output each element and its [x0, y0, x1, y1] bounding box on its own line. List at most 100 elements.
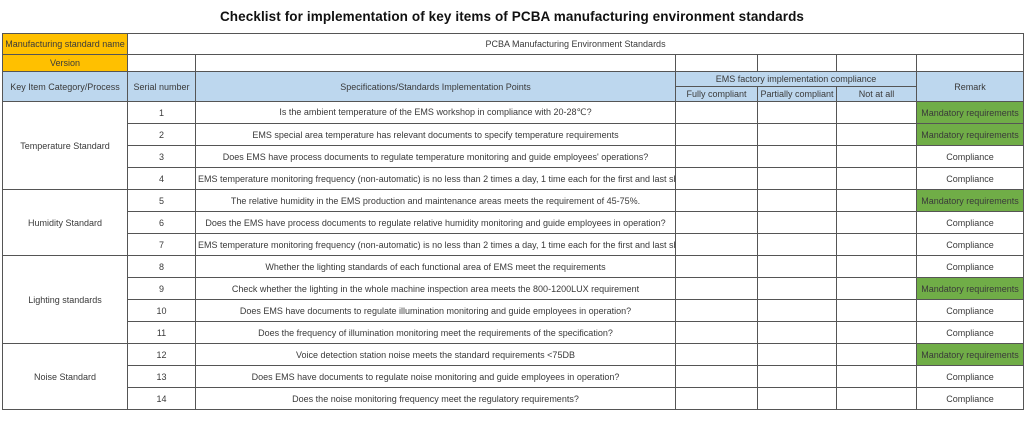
spec-cell: EMS temperature monitoring frequency (no…: [195, 167, 676, 190]
partially-compliant-cell[interactable]: [757, 299, 837, 322]
partially-compliant-cell[interactable]: [757, 365, 837, 388]
fully-compliant-cell[interactable]: [675, 101, 758, 124]
spec-cell: Does the frequency of illumination monit…: [195, 321, 676, 344]
checklist-table: Manufacturing standard name PCBA Manufac…: [2, 33, 1024, 410]
header-row-1: Key Item Category/Process Serial number …: [2, 71, 1024, 102]
not-at-all-cell[interactable]: [836, 167, 917, 190]
version-value-cell[interactable]: [757, 54, 837, 72]
fully-compliant-cell[interactable]: [675, 189, 758, 212]
fully-compliant-cell[interactable]: [675, 167, 758, 190]
serial-cell: 11: [127, 321, 196, 344]
spec-cell: Is the ambient temperature of the EMS wo…: [195, 101, 676, 124]
partially-compliant-cell[interactable]: [757, 255, 837, 278]
partially-compliant-cell[interactable]: [757, 211, 837, 234]
serial-cell: 5: [127, 189, 196, 212]
not-at-all-cell[interactable]: [836, 101, 917, 124]
partially-compliant-cell[interactable]: [757, 233, 837, 256]
fully-compliant-cell[interactable]: [675, 145, 758, 168]
table-row: Lighting standards 8 Whether the lightin…: [2, 255, 1024, 344]
spec-cell: The relative humidity in the EMS product…: [195, 189, 676, 212]
version-label: Version: [2, 54, 128, 72]
remark-cell: Compliance: [915, 167, 1024, 190]
fully-compliant-cell[interactable]: [675, 321, 758, 344]
table-row: Noise Standard 12 Voice detection statio…: [2, 343, 1024, 410]
serial-cell: 8: [127, 255, 196, 278]
not-at-all-cell[interactable]: [836, 123, 917, 146]
version-value-cell[interactable]: [915, 54, 1024, 72]
remark-cell: Compliance: [915, 233, 1024, 256]
fully-compliant-cell[interactable]: [675, 123, 758, 146]
partially-compliant-cell[interactable]: [757, 167, 837, 190]
fully-compliant-cell[interactable]: [675, 299, 758, 322]
not-at-all-cell[interactable]: [836, 233, 917, 256]
remark-cell: Mandatory requirements: [915, 189, 1024, 212]
fully-compliant-cell[interactable]: [675, 343, 758, 366]
partially-compliant-cell[interactable]: [757, 387, 837, 410]
serial-cell: 2: [127, 123, 196, 146]
partially-compliant-cell[interactable]: [757, 189, 837, 212]
not-at-all-cell[interactable]: [836, 189, 917, 212]
standard-name-value: PCBA Manufacturing Environment Standards: [126, 33, 1024, 55]
fully-compliant-cell[interactable]: [675, 277, 758, 300]
not-at-all-cell[interactable]: [836, 387, 917, 410]
not-at-all-cell[interactable]: [836, 343, 917, 366]
not-at-all-cell[interactable]: [836, 211, 917, 234]
col-header-fully-compliant: Fully compliant: [675, 86, 758, 102]
not-at-all-cell[interactable]: [836, 255, 917, 278]
table-row: 13 Does EMS have documents to regulate n…: [3, 365, 1024, 388]
table-row: 3 Does EMS have process documents to reg…: [3, 145, 1024, 168]
not-at-all-cell[interactable]: [836, 299, 917, 322]
serial-cell: 12: [127, 343, 196, 366]
table-row: 9 Check whether the lighting in the whol…: [3, 277, 1024, 300]
version-row: Version: [2, 54, 1024, 72]
fully-compliant-cell[interactable]: [675, 387, 758, 410]
not-at-all-cell[interactable]: [836, 277, 917, 300]
spec-cell: Check whether the lighting in the whole …: [195, 277, 676, 300]
version-value-cell[interactable]: [836, 54, 917, 72]
standard-name-row: Manufacturing standard name PCBA Manufac…: [2, 33, 1024, 55]
fully-compliant-cell[interactable]: [675, 365, 758, 388]
serial-cell: 13: [127, 365, 196, 388]
not-at-all-cell[interactable]: [836, 365, 917, 388]
col-header-remark: Remark: [915, 71, 1024, 102]
partially-compliant-cell[interactable]: [757, 321, 837, 344]
category-cell: Temperature Standard: [2, 101, 128, 190]
remark-cell: Mandatory requirements: [915, 123, 1024, 146]
category-cell: Humidity Standard: [2, 189, 128, 256]
col-header-not-at-all: Not at all: [836, 86, 917, 102]
fully-compliant-cell[interactable]: [675, 233, 758, 256]
remark-cell: Compliance: [915, 365, 1024, 388]
serial-cell: 4: [127, 167, 196, 190]
remark-cell: Mandatory requirements: [915, 343, 1024, 366]
serial-cell: 6: [127, 211, 196, 234]
spec-cell: EMS temperature monitoring frequency (no…: [195, 233, 676, 256]
table-row: 6 Does the EMS have process documents to…: [3, 211, 1024, 234]
serial-cell: 10: [127, 299, 196, 322]
standard-name-label: Manufacturing standard name: [2, 33, 128, 55]
partially-compliant-cell[interactable]: [757, 277, 837, 300]
serial-cell: 14: [127, 387, 196, 410]
remark-cell: Compliance: [915, 387, 1024, 410]
table-row: Temperature Standard 1 Is the ambient te…: [2, 101, 1024, 190]
version-value-cell[interactable]: [675, 54, 758, 72]
partially-compliant-cell[interactable]: [757, 145, 837, 168]
partially-compliant-cell[interactable]: [757, 101, 837, 124]
spec-cell: Does the noise monitoring frequency meet…: [195, 387, 676, 410]
fully-compliant-cell[interactable]: [675, 255, 758, 278]
remark-cell: Compliance: [915, 299, 1024, 322]
title-band: Checklist for implementation of key item…: [0, 0, 1024, 33]
not-at-all-cell[interactable]: [836, 145, 917, 168]
partially-compliant-cell[interactable]: [757, 343, 837, 366]
spec-cell: Whether the lighting standards of each f…: [195, 255, 676, 278]
fully-compliant-cell[interactable]: [675, 211, 758, 234]
table-row: 11 Does the frequency of illumination mo…: [3, 321, 1024, 344]
serial-cell: 7: [127, 233, 196, 256]
spec-cell: Voice detection station noise meets the …: [195, 343, 676, 366]
partially-compliant-cell[interactable]: [757, 123, 837, 146]
version-value-cell[interactable]: [127, 54, 196, 72]
version-value-cell[interactable]: [195, 54, 676, 72]
remark-cell: Mandatory requirements: [915, 277, 1024, 300]
serial-cell: 1: [127, 101, 196, 124]
not-at-all-cell[interactable]: [836, 321, 917, 344]
